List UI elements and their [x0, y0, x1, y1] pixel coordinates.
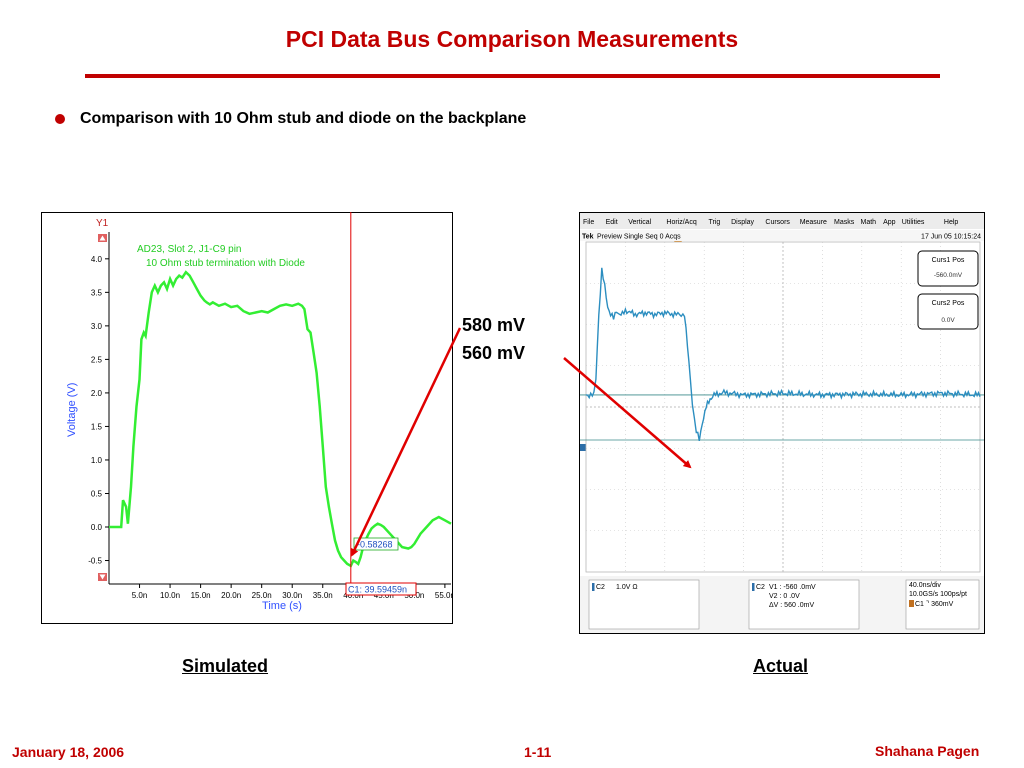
scope-readout-cursor-label: C2: [756, 584, 765, 591]
sim-xtick-label: 25.0n: [252, 591, 272, 600]
scope-brand: Tek: [582, 234, 594, 241]
sim-xtick-label: 20.0n: [221, 591, 241, 600]
scope-readout-channel-label: C2: [596, 584, 605, 591]
scope-cursor2-label: Curs2 Pos: [932, 300, 965, 307]
scope-channel-marker-icon: [580, 444, 586, 451]
scope-readout-cursor-line-1: V1 : -560 .0mV: [769, 584, 816, 591]
scope-acq-status: Preview Single Seq 0 Acqs: [597, 234, 681, 241]
footer-page-number: 1-11: [524, 744, 552, 760]
sim-xtick-label: 35.0n: [313, 591, 333, 600]
scope-menu-item-app[interactable]: App: [883, 219, 896, 226]
scope-series-line: [585, 267, 981, 442]
scope-readout-timebase-line-3: C1 ⌝ 360mV: [915, 600, 954, 608]
scope-menu-item-edit[interactable]: Edit: [606, 219, 618, 226]
sim-down-arrow-icon: [99, 574, 106, 580]
actual-scope-chart: File Edit Vertical Horiz/Acq Trig Display Curs…: [579, 212, 985, 634]
scope-status-bar: [580, 230, 984, 241]
scope-readout-timebase-line-2: 10.0GS/s 100ps/pt: [909, 591, 967, 598]
caption-simulated: Simulated: [182, 656, 269, 676]
scope-menu-item-help[interactable]: Help: [944, 219, 959, 226]
scope-menu-item-measure[interactable]: Measure: [800, 219, 827, 226]
scope-cursor1-value: -560.0mV: [934, 272, 963, 279]
sim-ytick-label: 2.5: [91, 355, 103, 364]
bullet-text: Comparison with 10 Ohm stub and diode on…: [80, 110, 527, 127]
sim-corner-label: Y1: [96, 218, 109, 229]
scope-channel-color-icon: [592, 583, 595, 591]
scope-readout-channel-box[interactable]: [588, 579, 700, 630]
scope-cursor2-box[interactable]: [917, 293, 979, 330]
caption-actual: Actual: [753, 656, 809, 676]
scope-cursor2-value: 0.0V: [941, 317, 955, 324]
sim-xtick-label: 55.0n: [435, 591, 453, 600]
simulated-chart: Y1 AD23, Slot 2, J1-C9 pin 10 Ohm stub t…: [41, 212, 453, 624]
sim-legend-line-2: 10 Ohm stub termination with Diode: [146, 258, 305, 269]
sim-ytick-label: -0.5: [88, 557, 102, 566]
footer-date: January 18, 2006: [12, 744, 125, 760]
scope-cursor1-box[interactable]: [917, 250, 979, 287]
slide-title: PCI Data Bus Comparison Measurements: [285, 26, 739, 52]
sim-xtick-label: 5.0n: [132, 591, 148, 600]
sim-ytick-label: 2.0: [91, 389, 103, 398]
scope-menu-item-utilities[interactable]: Utilities: [902, 219, 925, 226]
scope-readout-cursor-line-3: ΔV : 560 .0mV: [769, 602, 814, 609]
scope-menu-item-math[interactable]: Math: [861, 219, 877, 226]
footer-author: Shahana Pagen: [875, 743, 980, 759]
scope-menu-item-cursors[interactable]: Cursors: [765, 219, 790, 226]
sim-ytick-label: 3.0: [91, 322, 103, 331]
sim-ytick-label: 0.0: [91, 523, 103, 532]
sim-xtick-label: 15.0n: [191, 591, 211, 600]
sim-ytick-label: 0.5: [91, 489, 103, 498]
sim-xtick-label: 30.0n: [282, 591, 302, 600]
sim-legend-line-1: AD23, Slot 2, J1-C9 pin: [137, 244, 242, 255]
scope-readout-channel-text: 1.0V Ω: [616, 584, 638, 591]
sim-cursor-label: C1: 39.59459n: [348, 585, 407, 595]
sim-x-axis-label: Time (s): [262, 600, 302, 612]
scope-menu-item-file[interactable]: File: [583, 219, 594, 226]
scope-datetime: 17 Jun 05 10:15:24: [921, 234, 981, 241]
sim-ytick-label: 4.0: [91, 255, 103, 264]
scope-trigger-source-icon: [909, 600, 914, 607]
sim-ytick-label: 1.5: [91, 422, 103, 431]
scope-readout-cursor-box[interactable]: [748, 579, 860, 630]
sim-ytick-label: 1.0: [91, 456, 103, 465]
scope-cursor-color-icon: [752, 583, 755, 591]
scope-readout-cursor-line-2: V2 : 0 .0V: [769, 593, 800, 600]
sim-y-axis-label: Voltage (V): [66, 383, 78, 437]
scope-menu-item-masks[interactable]: Masks: [834, 219, 855, 226]
sim-cursor-label-box: [345, 582, 417, 596]
scope-menu-item-trig[interactable]: Trig: [709, 219, 721, 226]
scope-cursor1-label: Curs1 Pos: [932, 257, 965, 264]
sim-marker-label: -0.58268: [357, 540, 393, 550]
sim-up-arrow-icon: [99, 235, 106, 241]
scope-menu-item-vertical[interactable]: Vertical: [628, 219, 651, 226]
annotation-580mv: 580 mV: [462, 315, 526, 335]
title-underline: [85, 74, 940, 78]
scope-menu-item-horizacq[interactable]: Horiz/Acq: [666, 219, 696, 226]
annotation-560mv: 560 mV: [462, 343, 526, 363]
bullet-dot: [55, 114, 65, 124]
scope-readout-timebase-line-1: 40.0ns/div: [909, 582, 941, 589]
scope-menu-bar: [580, 213, 984, 229]
scope-readout-timebase-box[interactable]: [905, 579, 980, 630]
scope-menu-item-display[interactable]: Display: [731, 219, 754, 226]
sim-xtick-label: 10.0n: [160, 591, 180, 600]
sim-ytick-label: 3.5: [91, 288, 103, 297]
